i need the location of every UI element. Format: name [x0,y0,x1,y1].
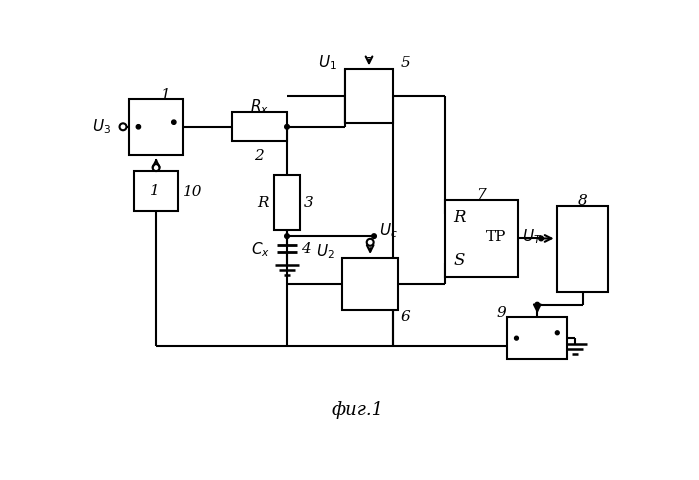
Text: 7: 7 [477,187,487,202]
Bar [134,172,178,212]
Text: фиг.1: фиг.1 [332,400,384,418]
Circle shape [284,125,289,130]
Text: $U_c$: $U_c$ [380,220,398,239]
Circle shape [535,303,540,307]
Circle shape [366,51,373,58]
Bar [345,70,394,124]
Text: ТР: ТР [487,229,507,244]
Text: 8: 8 [578,193,588,207]
Circle shape [539,237,543,241]
Text: 2: 2 [254,149,264,163]
Circle shape [172,121,176,125]
Circle shape [372,234,376,239]
Text: 4: 4 [301,242,310,256]
Text: R: R [257,196,269,210]
Text: 3: 3 [303,196,313,210]
Text: 10: 10 [183,185,203,199]
Text: $U_2$: $U_2$ [316,242,335,261]
Text: $U_1$: $U_1$ [318,54,337,72]
Text: $R_x$: $R_x$ [250,97,269,116]
Text: $U_T$: $U_T$ [522,228,542,246]
Text: 1: 1 [150,183,159,197]
Circle shape [556,331,559,335]
Text: 5: 5 [401,56,410,70]
Circle shape [514,336,519,340]
Bar [507,317,568,360]
Text: $C_x$: $C_x$ [251,240,270,258]
Text: 1: 1 [161,87,171,101]
Bar [231,113,287,142]
Bar [343,258,398,311]
Bar [129,100,183,155]
Bar [557,207,608,293]
Circle shape [367,240,374,246]
Text: 9: 9 [496,305,506,319]
Circle shape [284,234,289,239]
Circle shape [120,124,127,131]
Text: $U_3$: $U_3$ [92,117,110,135]
Bar [445,201,518,277]
Circle shape [136,125,140,130]
Circle shape [152,165,159,172]
Bar [274,175,300,230]
Text: R: R [453,209,466,226]
Text: S: S [454,252,465,269]
Text: 6: 6 [401,310,410,324]
